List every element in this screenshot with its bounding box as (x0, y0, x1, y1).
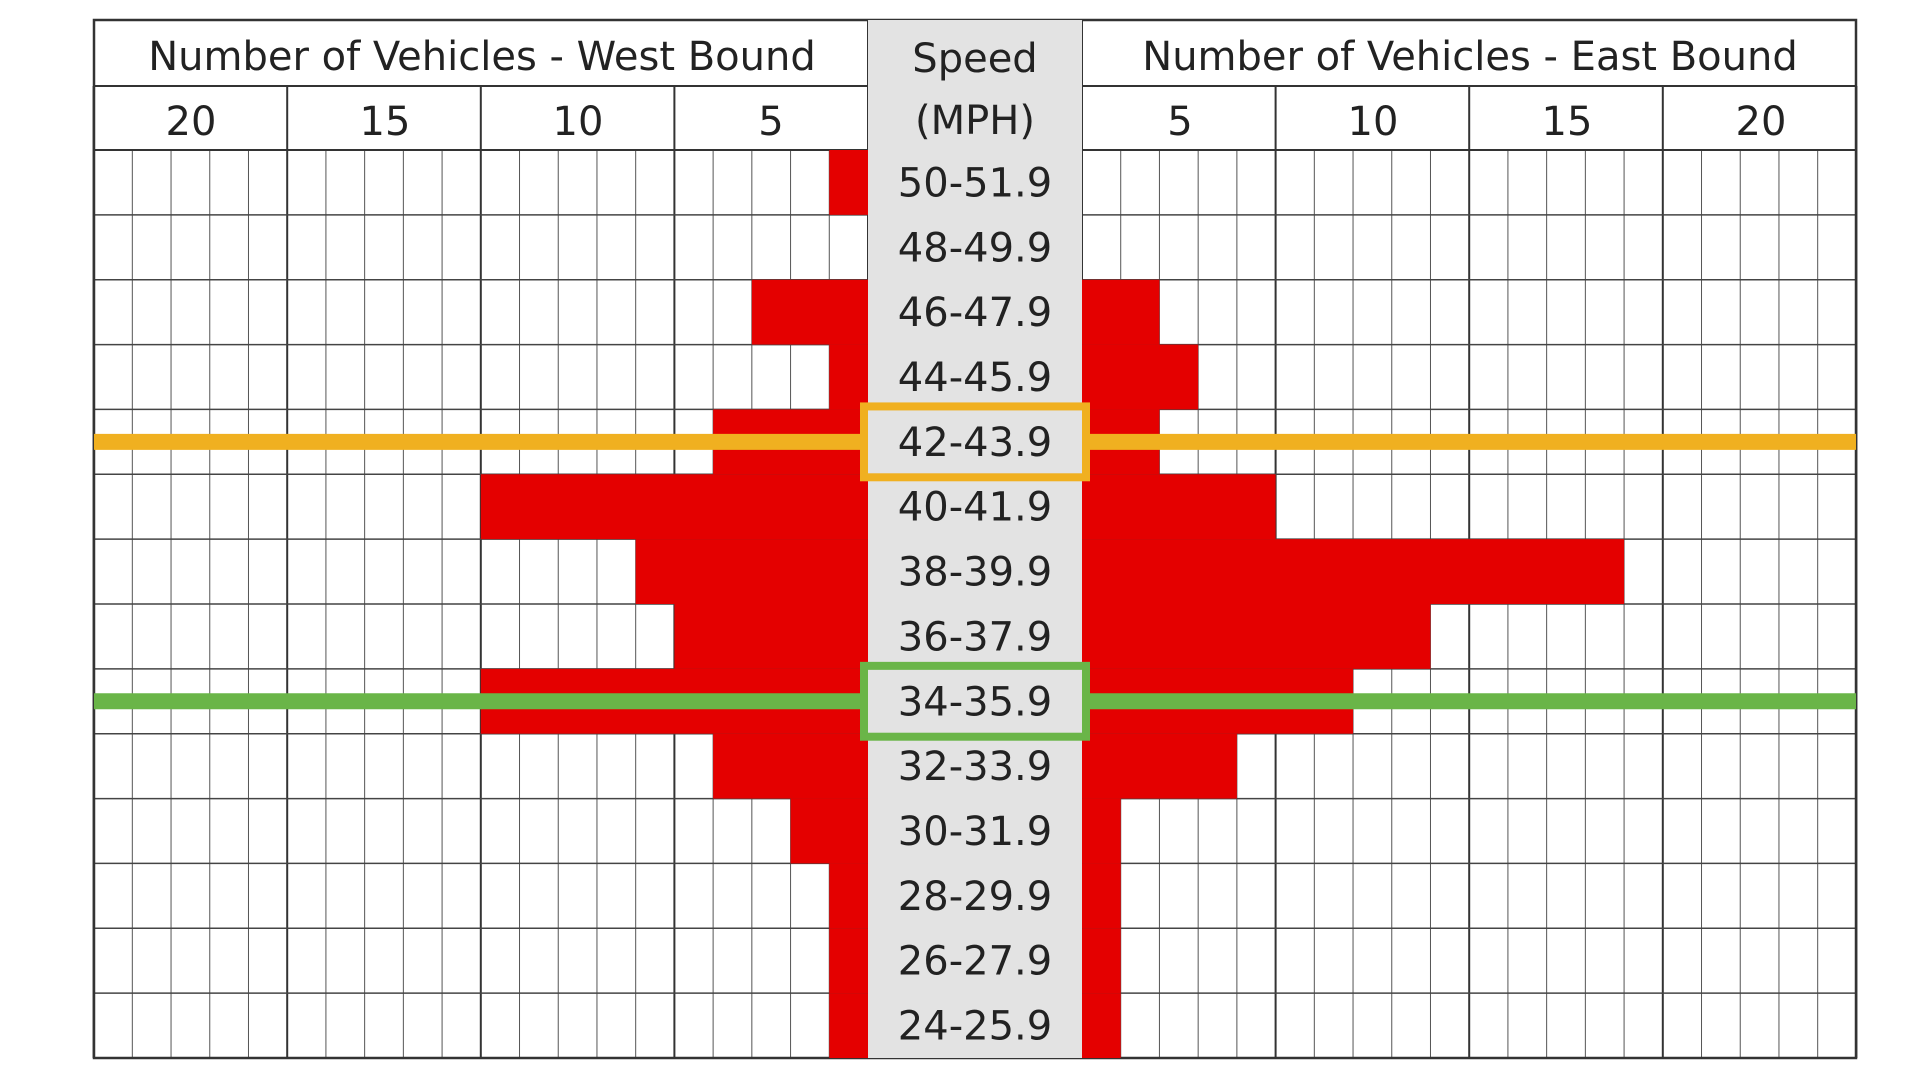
east-bound-bar (1082, 474, 1276, 540)
east-bound-bar (1082, 539, 1625, 604)
west-bound-bar (674, 604, 868, 669)
highlight-layer (94, 402, 1856, 741)
speed-category-label: 36-37.9 (898, 614, 1052, 660)
speed-column-bg (868, 20, 1082, 1058)
west-bound-bar (829, 863, 868, 929)
west-bound-bar (790, 798, 868, 864)
speed-category-label: 26-27.9 (898, 939, 1052, 985)
speed-category-label: 42-43.9 (898, 420, 1052, 466)
highlight-box (860, 402, 1090, 482)
west-bound-bar (829, 993, 868, 1058)
speed-category-label: 28-29.9 (898, 874, 1052, 920)
east-bound-bar (1082, 279, 1160, 345)
east-bound-bar (1082, 344, 1199, 410)
speed-header-line2: (MPH) (915, 98, 1035, 144)
speed-label-layer: 50-51.9 48-49.9 46-47.9 44-45.9 42-43.9 40-41… (898, 160, 1052, 1049)
east-bound-bar (1082, 798, 1121, 864)
east-bound-bar (1082, 928, 1121, 994)
west-bound-header: Number of Vehicles - West Bound (148, 34, 815, 80)
east-tick-label: 10 (1348, 99, 1399, 145)
speed-category-label: 50-51.9 (898, 160, 1052, 206)
west-bound-bar (751, 279, 868, 345)
west-bound-bar (829, 344, 868, 410)
west-tick-label: 15 (360, 99, 411, 145)
speed-column (868, 20, 1082, 1058)
east-bound-bar (1082, 733, 1237, 799)
east-bound-bar (1082, 863, 1121, 929)
west-bound-bar (829, 150, 868, 215)
west-tick-label: 10 (553, 99, 604, 145)
east-bound-bar (1082, 604, 1431, 669)
west-bound-bar (635, 539, 868, 604)
east-tick-label: 5 (1167, 99, 1192, 145)
bar-layer (480, 150, 1625, 1058)
highlight-box (860, 661, 1090, 741)
speed-header-line1: Speed (912, 36, 1037, 82)
speed-category-label: 48-49.9 (898, 225, 1052, 271)
west-tick-label: 5 (758, 99, 783, 145)
west-bound-bar (480, 474, 868, 540)
east-bound-header: Number of Vehicles - East Bound (1142, 34, 1797, 80)
east-bound-bar (1082, 993, 1121, 1058)
speed-category-label: 40-41.9 (898, 485, 1052, 531)
speed-category-label: 44-45.9 (898, 355, 1052, 401)
west-bound-bar (829, 928, 868, 994)
speed-category-label: 38-39.9 (898, 550, 1052, 596)
speed-category-label: 30-31.9 (898, 809, 1052, 855)
west-bound-bar (713, 733, 868, 799)
speed-category-label: 24-25.9 (898, 1004, 1052, 1050)
header-layer: Number of Vehicles - West Bound Number o… (148, 34, 1797, 145)
speed-category-label: 46-47.9 (898, 290, 1052, 336)
speed-category-label: 34-35.9 (898, 679, 1052, 725)
west-tick-label: 20 (166, 99, 217, 145)
east-tick-label: 15 (1542, 99, 1593, 145)
east-tick-label: 20 (1736, 99, 1787, 145)
speed-category-label: 32-33.9 (898, 744, 1052, 790)
